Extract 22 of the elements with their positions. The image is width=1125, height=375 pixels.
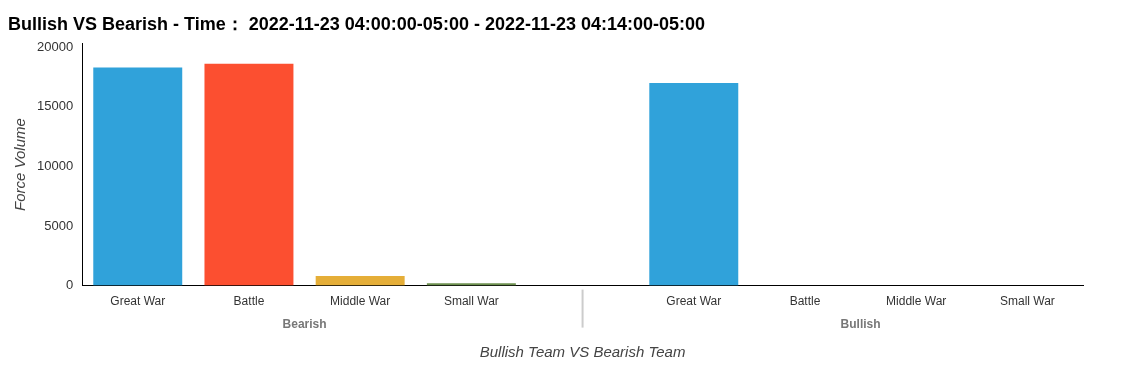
x-tick-label: Middle War (330, 294, 391, 309)
bar (204, 63, 294, 286)
text: Bearish (282, 316, 327, 331)
chart-title: Bullish VS Bearish - Time： 2022-11-23 04:00:00-05:00 - 2022-11-23 04:14:00-05:00 (8, 13, 706, 34)
bar (649, 82, 739, 286)
bar (315, 276, 405, 286)
text: Bullish (840, 316, 881, 331)
y-tick-label: 0 (65, 277, 74, 293)
y-tick-label: 10000 (36, 157, 74, 173)
x-tick-label: Small War (443, 294, 499, 309)
x-tick-label: Great War (666, 294, 722, 309)
x-axis-title: Bullish Team VS Bearish Team (479, 343, 686, 361)
x-tick-label: Great War (110, 294, 166, 309)
x-tick-label: Middle War (886, 294, 947, 309)
y-tick-label: 15000 (36, 98, 74, 114)
y-tick-label: 20000 (36, 38, 74, 54)
x-tick-label: Battle (233, 294, 265, 309)
x-tick-label: Battle (789, 294, 821, 309)
y-tick-label: 5000 (44, 217, 74, 233)
y-axis-title: Force Volume (11, 118, 29, 212)
bar (93, 67, 183, 286)
x-tick-label: Small War (999, 294, 1055, 309)
